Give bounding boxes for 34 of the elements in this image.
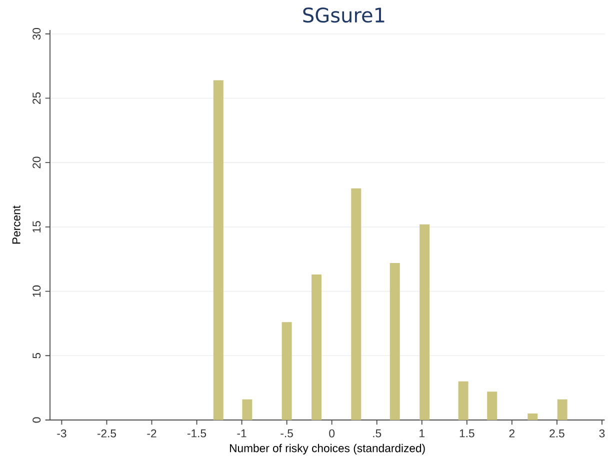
bar — [312, 274, 322, 420]
y-axis-title: Percent — [12, 206, 20, 244]
x-tick-label: .5 — [373, 429, 382, 438]
x-tick-label: 1.5 — [460, 429, 474, 438]
bar — [282, 322, 292, 420]
y-tick-label: 10 — [32, 285, 41, 297]
y-tick-label: 25 — [32, 92, 41, 104]
x-tick-label: -1.5 — [188, 429, 206, 438]
x-tick-label: 2 — [509, 429, 514, 438]
bar — [528, 414, 538, 420]
bar — [557, 399, 568, 420]
bar — [487, 392, 498, 420]
y-tick-label: 0 — [32, 417, 41, 423]
x-tick-label: -3 — [57, 429, 66, 438]
x-axis-title: Number of risky choices (standardized) — [230, 444, 425, 454]
y-tick-label: 20 — [32, 156, 41, 168]
y-tick-label: 15 — [32, 221, 41, 232]
bar — [458, 381, 468, 420]
y-tick-label: 30 — [32, 28, 41, 40]
x-tick-label: 1 — [420, 429, 424, 438]
bar — [213, 80, 224, 420]
x-tick-label: -2 — [147, 429, 156, 438]
x-tick-label: 3 — [599, 429, 605, 438]
x-tick-label: -2.5 — [97, 429, 116, 438]
chart-title: SGsure1 — [303, 7, 384, 23]
bar — [351, 188, 362, 420]
bar — [242, 399, 252, 420]
bar — [420, 224, 430, 420]
x-tick-label: -.5 — [280, 429, 293, 438]
y-tick-label: 5 — [32, 352, 41, 358]
x-tick-label: 2.5 — [550, 429, 564, 438]
x-tick-label: -1 — [237, 429, 246, 438]
bar — [390, 262, 400, 420]
x-tick-label: 0 — [329, 429, 335, 438]
